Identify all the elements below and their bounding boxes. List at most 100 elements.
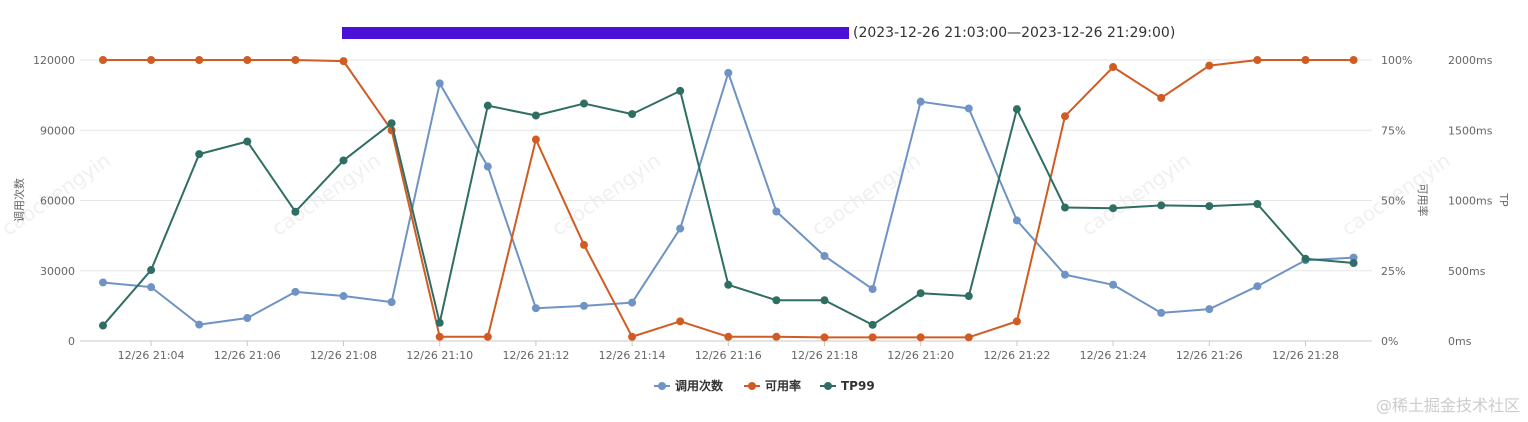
series-0-point[interactable] xyxy=(1253,282,1262,291)
right-tick-label-tp: 500ms xyxy=(1448,265,1486,278)
series-1-point[interactable] xyxy=(147,56,156,64)
series-2-point[interactable] xyxy=(531,111,540,120)
series-1-point[interactable] xyxy=(916,333,925,342)
series-0-point[interactable] xyxy=(1205,305,1214,314)
series-0-point[interactable] xyxy=(291,287,300,296)
legend-swatch-dot xyxy=(824,382,832,390)
series-1-point[interactable] xyxy=(531,135,540,144)
series-2-point[interactable] xyxy=(1012,105,1021,114)
series-2-point[interactable] xyxy=(1205,202,1214,211)
series-1-point[interactable] xyxy=(1109,63,1118,72)
legend-item-2[interactable]: TP99 xyxy=(820,379,875,393)
series-1-point[interactable] xyxy=(724,332,733,341)
series-2-point[interactable] xyxy=(147,266,156,275)
series-2-point[interactable] xyxy=(1061,203,1069,212)
series-2-point[interactable] xyxy=(868,320,877,329)
series-0-point[interactable] xyxy=(916,97,925,106)
series-0-point[interactable] xyxy=(387,298,396,307)
watermark-text: caochengyin xyxy=(1077,148,1195,240)
series-2-point[interactable] xyxy=(724,280,733,289)
series-0-point[interactable] xyxy=(531,304,540,313)
series-1-point[interactable] xyxy=(1253,56,1262,64)
series-2-point[interactable] xyxy=(820,296,829,305)
series-0-point[interactable] xyxy=(1109,280,1118,289)
series-1-point[interactable] xyxy=(820,333,829,342)
series-1-point[interactable] xyxy=(964,333,973,342)
x-tick-label: 12/26 21:10 xyxy=(406,349,473,362)
right-axis-tp-ticks: 0ms 500ms 1000ms 1500ms 2000ms xyxy=(1448,54,1493,348)
legend-item-0[interactable]: 调用次数 xyxy=(654,378,724,393)
x-tick-label: 12/26 21:20 xyxy=(887,349,954,362)
watermark-text: caochengyin xyxy=(267,148,385,240)
series-1-point[interactable] xyxy=(1205,61,1214,70)
series-2-point[interactable] xyxy=(1253,200,1262,209)
series-1-point[interactable] xyxy=(628,332,637,341)
series-1-point[interactable] xyxy=(339,57,348,66)
series-0-point[interactable] xyxy=(483,162,492,171)
series-0-point[interactable] xyxy=(339,292,348,301)
x-tick-label: 12/26 21:26 xyxy=(1176,349,1243,362)
series-2-point[interactable] xyxy=(580,99,588,108)
right-tick-label-tp: 0ms xyxy=(1448,335,1472,348)
x-tick-label: 12/26 21:04 xyxy=(118,349,185,362)
series-1-point[interactable] xyxy=(772,332,781,341)
series-1-point[interactable] xyxy=(243,56,252,64)
series-2-point[interactable] xyxy=(1157,201,1166,210)
x-tick-label: 12/26 21:08 xyxy=(310,349,377,362)
series-2-point[interactable] xyxy=(676,86,685,95)
x-tick-label: 12/26 21:24 xyxy=(1080,349,1147,362)
series-0-point[interactable] xyxy=(820,251,829,260)
series-2-point[interactable] xyxy=(291,207,300,216)
series-2-point[interactable] xyxy=(628,110,637,119)
series-0-point[interactable] xyxy=(1012,216,1021,225)
series-2-point[interactable] xyxy=(387,119,396,128)
series-1-point[interactable] xyxy=(868,333,877,342)
right-tick-label-tp: 2000ms xyxy=(1448,54,1493,67)
legend[interactable]: 调用次数 可用率 TP99 xyxy=(654,378,875,393)
series-1-point[interactable] xyxy=(1157,93,1166,102)
series-2-point[interactable] xyxy=(1109,204,1118,213)
chart-title-range: (2023-12-26 21:03:00—2023-12-26 21:29:00… xyxy=(853,25,1175,41)
series-2-point[interactable] xyxy=(243,137,252,146)
series-1-point[interactable] xyxy=(580,240,588,249)
series-2-point[interactable] xyxy=(483,101,492,110)
series-0-point[interactable] xyxy=(243,314,252,323)
series-2-point[interactable] xyxy=(1301,254,1310,263)
watermark-text: caochengyin xyxy=(807,148,925,240)
series-1-point[interactable] xyxy=(435,332,444,341)
series-1-point[interactable] xyxy=(1061,112,1069,121)
series-1-point[interactable] xyxy=(1349,56,1358,64)
series-2-point[interactable] xyxy=(435,318,444,327)
series-1-point[interactable] xyxy=(195,56,204,64)
series-0-point[interactable] xyxy=(435,79,444,88)
series-2-point[interactable] xyxy=(964,292,973,301)
series-0-point[interactable] xyxy=(580,301,588,310)
series-1-point[interactable] xyxy=(1301,56,1310,64)
series-0-point[interactable] xyxy=(195,320,204,329)
series-2-point[interactable] xyxy=(772,296,781,305)
series-0-point[interactable] xyxy=(724,68,733,77)
series-2-point[interactable] xyxy=(916,289,925,298)
series-0-point[interactable] xyxy=(964,104,973,113)
series-1-point[interactable] xyxy=(99,56,107,64)
series-2-point[interactable] xyxy=(99,321,107,330)
series-0-point[interactable] xyxy=(99,278,107,287)
legend-swatch-dot xyxy=(658,382,666,390)
series-1-point[interactable] xyxy=(483,332,492,341)
series-0-point[interactable] xyxy=(676,224,685,233)
series-0-point[interactable] xyxy=(1157,308,1166,317)
series-2-point[interactable] xyxy=(195,150,204,159)
series-0-point[interactable] xyxy=(868,285,877,294)
series-2-point[interactable] xyxy=(1349,259,1358,268)
series-1-point[interactable] xyxy=(291,56,300,64)
right-tick-label-availability: 0% xyxy=(1381,335,1398,348)
series-0-point[interactable] xyxy=(628,298,637,307)
watermark-text: caochengyin xyxy=(547,148,665,240)
series-0-point[interactable] xyxy=(1061,270,1069,279)
series-0-point[interactable] xyxy=(772,207,781,216)
legend-item-1[interactable]: 可用率 xyxy=(744,378,801,393)
series-1-point[interactable] xyxy=(1012,317,1021,326)
series-2-point[interactable] xyxy=(339,156,348,165)
series-0-point[interactable] xyxy=(147,283,156,292)
series-1-point[interactable] xyxy=(676,317,685,326)
